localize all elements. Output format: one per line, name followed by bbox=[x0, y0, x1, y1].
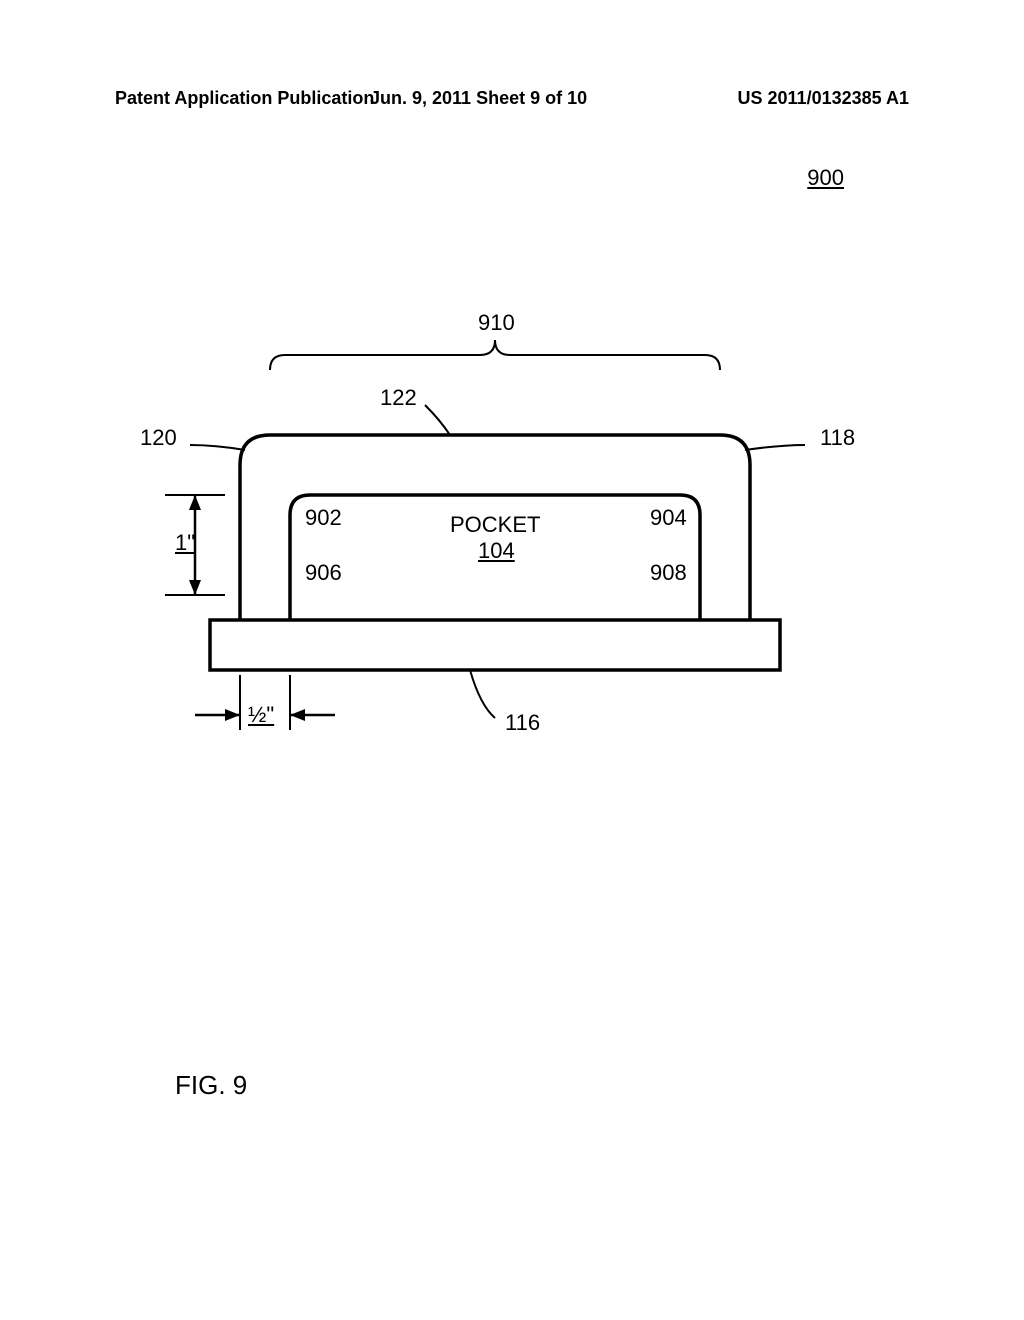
label-pocket: POCKET bbox=[450, 512, 540, 538]
base-rectangle bbox=[210, 620, 780, 670]
dim-half-arrow-right bbox=[290, 709, 305, 721]
dim-half-arrow-left bbox=[225, 709, 240, 721]
header-publication: Patent Application Publication bbox=[115, 88, 374, 109]
label-906: 906 bbox=[305, 560, 342, 586]
header-date-sheet: Jun. 9, 2011 Sheet 9 of 10 bbox=[370, 88, 587, 109]
dim-1in-arrow-top bbox=[189, 495, 201, 510]
leader-120 bbox=[190, 445, 245, 450]
bracket-910 bbox=[270, 340, 720, 370]
leader-122 bbox=[425, 405, 450, 435]
label-pocket-num: 104 bbox=[478, 538, 515, 564]
label-904: 904 bbox=[650, 505, 687, 531]
figure-caption: FIG. 9 bbox=[175, 1070, 247, 1101]
label-one-inch: 1" bbox=[175, 530, 195, 556]
label-118: 118 bbox=[820, 425, 855, 451]
label-116: 116 bbox=[505, 710, 540, 736]
leader-116 bbox=[470, 670, 495, 718]
label-908: 908 bbox=[650, 560, 687, 586]
header-patent-number: US 2011/0132385 A1 bbox=[738, 88, 909, 109]
label-half-inch: ½" bbox=[248, 702, 274, 728]
dim-1in-arrow-bot bbox=[189, 580, 201, 595]
label-122: 122 bbox=[380, 385, 417, 411]
page-header: Patent Application Publication Jun. 9, 2… bbox=[0, 88, 1024, 109]
label-902: 902 bbox=[305, 505, 342, 531]
label-910: 910 bbox=[478, 310, 515, 336]
leader-118 bbox=[745, 445, 805, 450]
label-120: 120 bbox=[140, 425, 177, 451]
patent-diagram: 910 122 120 118 902 904 906 908 POCKET 1… bbox=[140, 300, 880, 740]
figure-reference-number: 900 bbox=[807, 165, 844, 191]
